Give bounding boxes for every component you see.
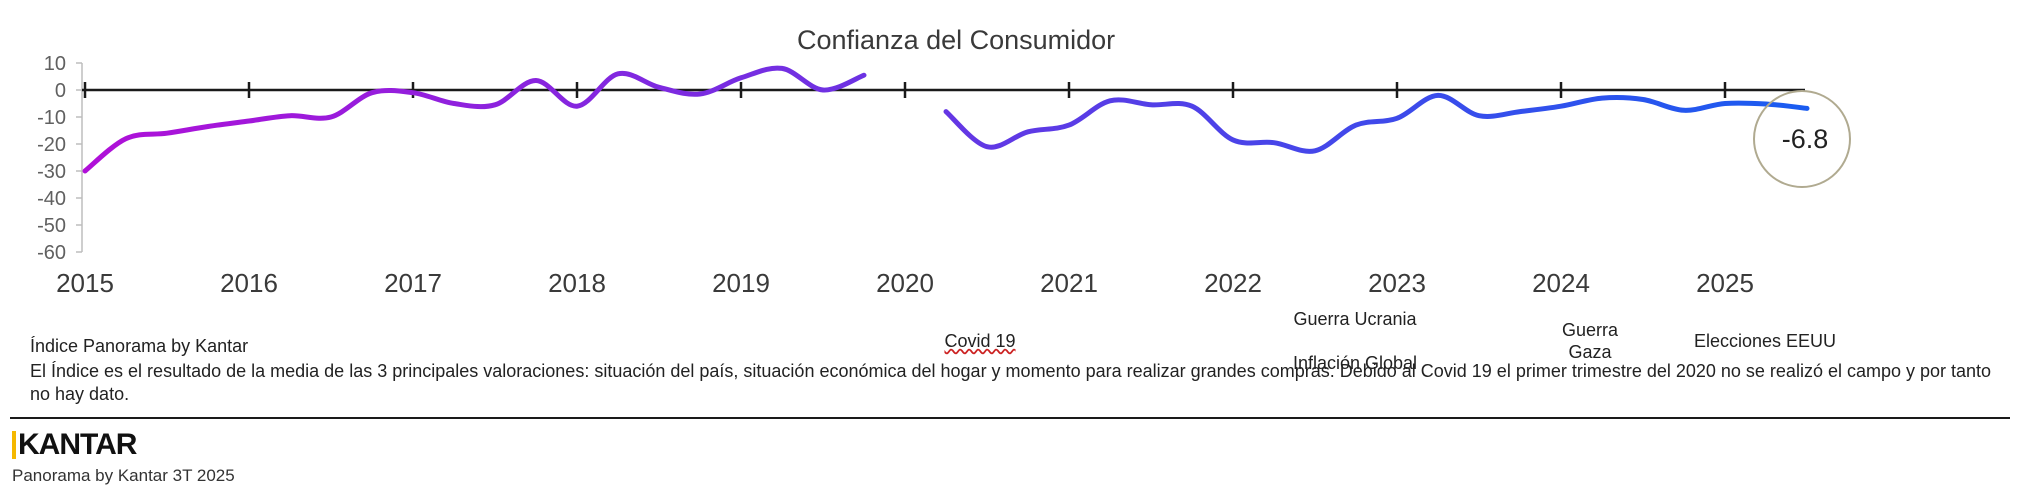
series-line-segment-0 [82, 65, 867, 174]
data-point [698, 92, 703, 97]
x-tick-label: 2020 [876, 268, 934, 298]
data-point [1641, 97, 1646, 102]
kantar-logo-mark [12, 431, 16, 459]
data-point [1395, 116, 1400, 121]
data-point [1026, 129, 1031, 134]
annotation-inflacion: Inflación Global [1270, 352, 1440, 374]
footer-divider [10, 417, 2010, 419]
footer-source: Panorama by Kantar 3T 2025 [12, 466, 235, 485]
data-point [821, 88, 826, 93]
callout-value: -6.8 [1782, 124, 1829, 154]
annotation-eeuu: Elecciones EEUU [1680, 330, 1850, 352]
y-tick-label: -10 [37, 107, 66, 129]
y-tick-label: 0 [55, 80, 66, 102]
annotation-gaza-line2: Gaza [1568, 342, 1612, 362]
y-tick-label: -60 [37, 242, 66, 264]
data-point [1313, 148, 1318, 153]
data-point [288, 113, 293, 118]
data-point [1067, 123, 1072, 128]
annotation-covid: Covid 19 [930, 330, 1030, 352]
x-tick-label: 2017 [384, 268, 442, 298]
y-tick-label: -20 [37, 134, 66, 156]
x-tick-label: 2016 [220, 268, 278, 298]
data-point [329, 115, 334, 120]
data-point [1190, 104, 1195, 109]
kantar-logo-text: KANTAR [18, 428, 137, 461]
annotation-ucrania: Guerra Ucrania [1270, 308, 1440, 330]
x-tick-label: 2024 [1532, 268, 1590, 298]
data-point [1477, 113, 1482, 118]
x-tick-label: 2021 [1040, 268, 1098, 298]
notes-title: Índice Panorama by Kantar [30, 336, 249, 356]
kantar-logo: KANTAR [12, 428, 137, 462]
data-point [124, 136, 129, 141]
data-point [370, 90, 375, 95]
last-value-callout: -6.8 [1753, 90, 1851, 188]
annotation-covid-text: Covid 19 [944, 331, 1016, 351]
data-point [247, 119, 252, 124]
data-point [985, 144, 990, 149]
annotation-eeuu-text: Elecciones EEUU [1693, 331, 1837, 351]
data-point [1518, 109, 1523, 114]
annotation-gaza-line1: Guerra [1561, 320, 1619, 340]
data-point [83, 169, 88, 174]
y-tick-label: -40 [37, 188, 66, 210]
data-point [493, 102, 498, 107]
x-tick-label: 2019 [712, 268, 770, 298]
data-point [411, 90, 416, 95]
chart-legend: Confianza del Consumidor [746, 25, 1115, 55]
data-point [944, 109, 949, 114]
notes-body: El Índice es el resultado de la media de… [30, 361, 1992, 404]
series-points [83, 66, 1810, 174]
data-point [1149, 102, 1154, 107]
data-point [1108, 98, 1113, 103]
data-point [862, 73, 867, 78]
data-point [452, 101, 457, 106]
annotation-ucrania-text: Guerra Ucrania [1293, 309, 1417, 329]
data-point [1559, 104, 1564, 109]
data-point [1600, 96, 1605, 101]
annotation-gaza: Guerra Gaza [1540, 319, 1640, 363]
x-tick-label: 2022 [1204, 268, 1262, 298]
data-point [575, 104, 580, 109]
chart-area: Confianza del Consumidor 10 0 -10 -20 -30 -40… [37, 25, 1851, 298]
data-point [1805, 106, 1810, 111]
data-point [165, 131, 170, 136]
data-point [1272, 140, 1277, 145]
x-tick-label: 2023 [1368, 268, 1426, 298]
data-point [1354, 123, 1359, 128]
series-line-segment-1 [943, 92, 1810, 154]
data-point [534, 78, 539, 83]
legend-label: Confianza del Consumidor [797, 25, 1115, 55]
series-lines [82, 65, 1810, 174]
data-point [739, 75, 744, 80]
data-point [1436, 93, 1441, 98]
y-tick-label: -30 [37, 161, 66, 183]
x-tick-label: 2015 [56, 268, 114, 298]
y-tick-label: 10 [44, 53, 66, 75]
y-tick-label: -50 [37, 215, 66, 237]
data-point [206, 124, 211, 129]
annotation-inflacion-text: Inflación Global [1292, 353, 1418, 373]
data-point [616, 71, 621, 76]
data-point [780, 66, 785, 71]
data-point [657, 85, 662, 90]
data-point [1723, 101, 1728, 106]
x-axis: 2015 2016 2017 2018 2019 2020 2021 2022 2023 2024… [56, 82, 1805, 298]
y-axis: 10 0 -10 -20 -30 -40 -50 -60 [37, 53, 83, 264]
data-point [1231, 137, 1236, 142]
data-point [1682, 108, 1687, 113]
x-tick-label: 2018 [548, 268, 606, 298]
x-tick-label: 2025 [1696, 268, 1754, 298]
callout-circle [1753, 90, 1851, 188]
